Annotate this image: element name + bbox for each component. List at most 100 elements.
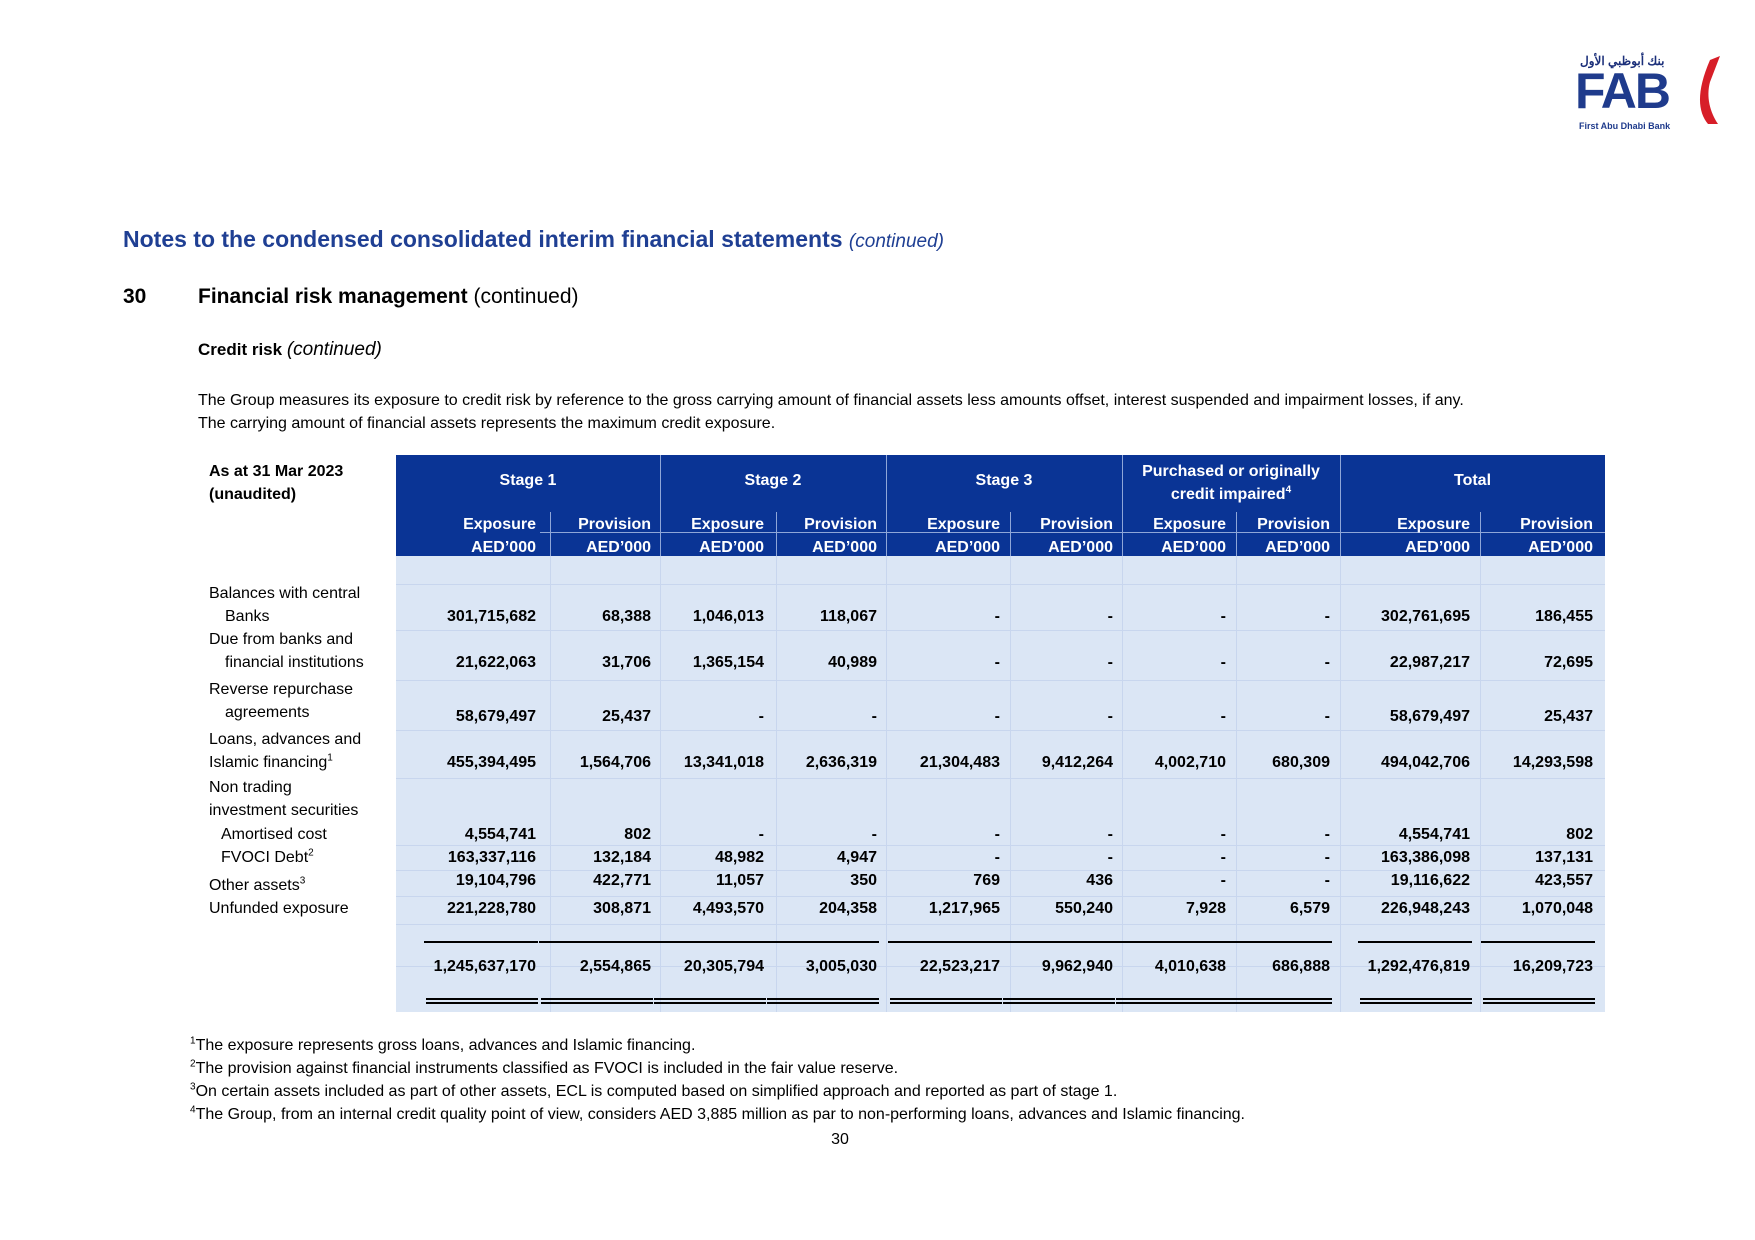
table-cell: 802 bbox=[1566, 826, 1593, 843]
group-header-stage-1: Stage 1 bbox=[499, 472, 557, 489]
grid-vertical-line bbox=[660, 556, 661, 1012]
table-cell: 302,761,695 bbox=[1381, 608, 1470, 625]
table-cell: 72,695 bbox=[1544, 654, 1593, 671]
grid-horizontal-line bbox=[396, 680, 1605, 681]
table-cell: 423,557 bbox=[1535, 872, 1593, 889]
subtotal-rule bbox=[1114, 941, 1228, 943]
table-cell: - bbox=[1107, 849, 1113, 866]
total-double-rule bbox=[1360, 998, 1472, 1004]
as-at-line-2: (unaudited) bbox=[209, 486, 297, 503]
row-label: Amortised cost bbox=[221, 826, 327, 843]
column-header-provision: Provision AED’000 bbox=[578, 516, 651, 556]
table-cell: 1,070,048 bbox=[1521, 900, 1593, 917]
subtotal-rule bbox=[888, 941, 1002, 943]
table-cell: 494,042,706 bbox=[1381, 754, 1470, 771]
table-cell: 802 bbox=[624, 826, 651, 843]
table-cell: - bbox=[1220, 826, 1226, 843]
row-label: Loans, advances and bbox=[209, 731, 362, 748]
column-header-provision: Provision AED’000 bbox=[804, 516, 877, 556]
table-cell: 1,365,154 bbox=[692, 654, 764, 671]
subsection-title: Credit risk (continued) bbox=[198, 339, 382, 361]
table-cell: 186,455 bbox=[1535, 608, 1593, 625]
total-cell: 22,523,217 bbox=[919, 958, 1000, 975]
table-cell: - bbox=[1107, 608, 1113, 625]
total-cell: 2,554,865 bbox=[579, 958, 651, 975]
table-cell: - bbox=[1220, 654, 1226, 671]
table-cell: - bbox=[1324, 849, 1330, 866]
total-double-rule bbox=[1220, 998, 1332, 1004]
total-cell: 3,005,030 bbox=[805, 958, 877, 975]
table-cell: 680,309 bbox=[1272, 754, 1330, 771]
subsection-title-suffix: (continued) bbox=[286, 339, 382, 360]
subsection-title-text: Credit risk bbox=[198, 340, 283, 359]
table-cell: - bbox=[994, 849, 1000, 866]
fab-logo: بنك أبوظبي الأول FAB First Abu Dhabi Ban… bbox=[1560, 52, 1730, 138]
table-cell: 31,706 bbox=[602, 654, 651, 671]
table-cell: 48,982 bbox=[715, 849, 764, 866]
total-cell: 1,292,476,819 bbox=[1367, 958, 1470, 975]
table-cell: 163,386,098 bbox=[1381, 849, 1470, 866]
section-number: 30 bbox=[123, 285, 147, 308]
grid-horizontal-line bbox=[396, 730, 1605, 731]
table-cell: 25,437 bbox=[602, 708, 651, 725]
intro-line-1: The Group measures its exposure to credi… bbox=[198, 392, 1464, 409]
grid-horizontal-line bbox=[396, 870, 1605, 871]
table-cell: 4,947 bbox=[836, 849, 877, 866]
total-double-rule bbox=[1116, 998, 1228, 1004]
table-cell: - bbox=[871, 826, 877, 843]
table-cell: 118,067 bbox=[820, 608, 877, 625]
subtotal-rule bbox=[1218, 941, 1332, 943]
table-cell: - bbox=[1220, 849, 1226, 866]
grid-vertical-line bbox=[1010, 556, 1011, 1012]
grid-vertical-line bbox=[886, 556, 887, 1012]
total-double-rule bbox=[890, 998, 1002, 1004]
total-double-rule bbox=[1003, 998, 1115, 1004]
logo-subtitle: First Abu Dhabi Bank bbox=[1579, 121, 1671, 131]
table-cell: 40,989 bbox=[828, 654, 877, 671]
table-cell: 163,337,116 bbox=[447, 849, 536, 866]
grid-vertical-line bbox=[776, 556, 777, 1012]
table-cell: - bbox=[758, 708, 764, 725]
table-cell: - bbox=[1220, 708, 1226, 725]
section-title: Financial risk management (continued) bbox=[198, 285, 579, 309]
as-at-line-1: As at 31 Mar 2023 bbox=[209, 463, 344, 480]
row-label: FVOCI Debt2 bbox=[221, 847, 314, 866]
grid-vertical-line bbox=[550, 556, 551, 1012]
table-cell: 436 bbox=[1086, 872, 1113, 889]
table-cell: 221,228,780 bbox=[447, 900, 536, 917]
footnote: 4The Group, from an internal credit qual… bbox=[190, 1104, 1245, 1123]
logo-mark: FAB bbox=[1575, 63, 1671, 119]
table-cell: 14,293,598 bbox=[1512, 754, 1593, 771]
table-cell: - bbox=[1107, 654, 1113, 671]
column-header-exposure: Exposure AED’000 bbox=[1153, 516, 1226, 556]
row-label-continued: agreements bbox=[225, 704, 310, 721]
total-double-rule bbox=[1483, 998, 1595, 1004]
row-label-continued: Islamic financing1 bbox=[209, 752, 333, 771]
table-cell: 455,394,495 bbox=[447, 754, 536, 771]
table-cell: 204,358 bbox=[819, 900, 877, 917]
footnote: 1The exposure represents gross loans, ad… bbox=[190, 1035, 696, 1054]
table-cell: - bbox=[1220, 872, 1226, 889]
total-cell: 9,962,940 bbox=[1041, 958, 1113, 975]
total-double-rule bbox=[541, 998, 653, 1004]
table-cell: - bbox=[994, 654, 1000, 671]
fab-swoosh-icon bbox=[1700, 56, 1720, 124]
table-cell: 1,564,706 bbox=[579, 754, 651, 771]
poci-line-2: credit impaired4 bbox=[1170, 484, 1292, 503]
intro-line-2: The carrying amount of financial assets … bbox=[198, 415, 776, 432]
table-cell: 1,046,013 bbox=[692, 608, 764, 625]
group-header-total: Total bbox=[1453, 472, 1492, 489]
subtotal-rule bbox=[1358, 941, 1472, 943]
table-cell: - bbox=[1324, 608, 1330, 625]
intro-paragraph: The Group measures its exposure to credi… bbox=[198, 389, 1598, 435]
row-label: Non trading bbox=[209, 779, 292, 796]
grid-horizontal-line bbox=[396, 778, 1605, 779]
table-cell: 4,554,741 bbox=[464, 826, 536, 843]
table-cell: - bbox=[1220, 608, 1226, 625]
total-cell: 20,305,794 bbox=[683, 958, 764, 975]
table-cell: 422,771 bbox=[593, 872, 651, 889]
column-header-exposure: Exposure AED’000 bbox=[927, 516, 1000, 556]
row-label-continued: Banks bbox=[225, 608, 270, 625]
table-cell: - bbox=[1107, 708, 1113, 725]
group-header-poci: Purchased or originally credit impaired4 bbox=[1122, 460, 1340, 506]
